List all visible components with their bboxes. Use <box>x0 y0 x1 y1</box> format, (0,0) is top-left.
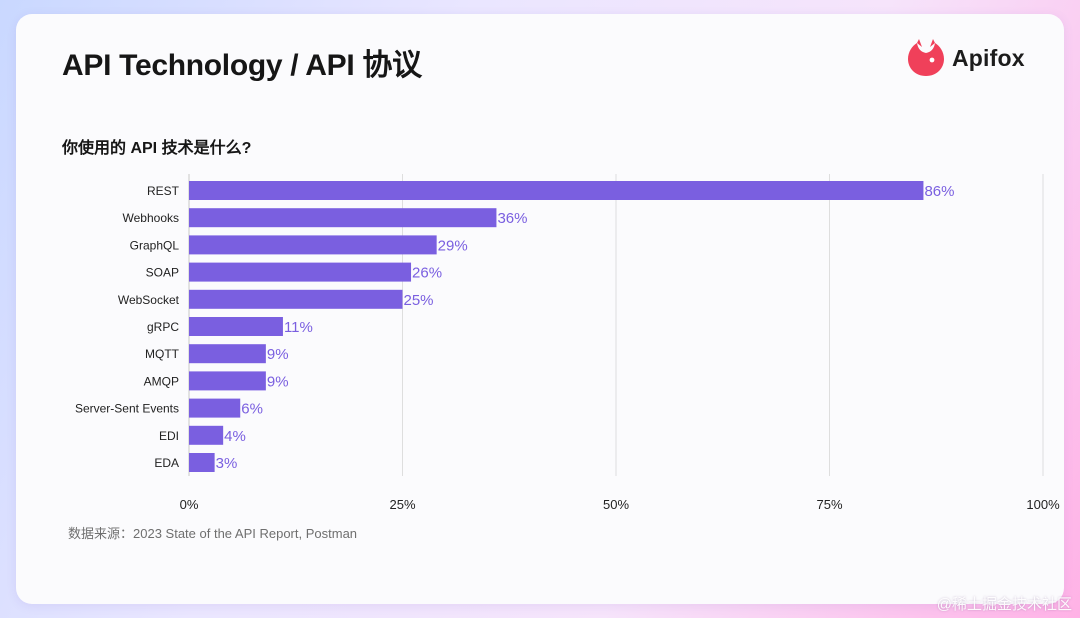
x-tick-label: 100% <box>1026 497 1060 512</box>
data-label: 3% <box>216 455 238 472</box>
x-tick-label: 75% <box>816 497 842 512</box>
category-label: Server-Sent Events <box>75 402 179 416</box>
logo-ear-left <box>917 39 922 47</box>
logo-eye <box>929 57 935 63</box>
bar <box>189 371 266 391</box>
slide-card: API Technology / API 协议 Apifox 你使用的 API … <box>16 14 1064 604</box>
category-label: gRPC <box>147 320 179 334</box>
page-title: API Technology / API 协议 <box>62 49 422 82</box>
data-label: 9% <box>267 373 289 390</box>
data-label: 25% <box>404 292 434 309</box>
data-source-note: 数据来源：2023 State of the API Report, Postm… <box>68 526 358 541</box>
bar <box>189 235 437 255</box>
logo-text: Apifox <box>952 44 1025 71</box>
chart-title: 你使用的 API 技术是什么? <box>62 140 252 157</box>
apifox-logo-icon <box>908 39 944 76</box>
category-label: WebSocket <box>118 293 180 307</box>
brand-logo: Apifox <box>906 38 1025 78</box>
category-label: EDI <box>159 429 179 443</box>
label-layer: 0% 25% 50% 75% 100% REST 86% Webhooks 36% GraphQL… <box>75 183 1060 512</box>
x-tick-label: 0% <box>180 497 199 512</box>
bar-layer <box>189 181 924 472</box>
data-label: 36% <box>497 210 527 227</box>
category-label: EDA <box>154 456 179 470</box>
data-label: 86% <box>924 183 954 200</box>
bar <box>189 317 283 336</box>
data-label: 29% <box>438 237 468 254</box>
bar <box>189 398 241 418</box>
watermark: @稀土掘金技术社区 <box>936 596 1072 613</box>
data-label: 9% <box>267 346 289 363</box>
category-label: AMQP <box>144 374 179 388</box>
logo-shape <box>908 43 944 76</box>
bar <box>189 262 412 282</box>
data-label: 11% <box>284 319 313 336</box>
x-tick-label: 25% <box>389 497 415 512</box>
category-label: REST <box>147 184 180 198</box>
logo-ear-right <box>930 39 935 47</box>
category-label: SOAP <box>146 266 179 280</box>
bar <box>189 453 215 472</box>
bar <box>189 181 924 200</box>
data-label: 6% <box>241 401 263 418</box>
bar <box>189 344 266 364</box>
bar-chart: 0% 25% 50% 75% 100% REST 86% Webhooks 36% GraphQL… <box>75 174 1060 512</box>
bar <box>189 425 224 445</box>
x-tick-label: 50% <box>603 497 629 512</box>
data-label: 4% <box>224 428 246 445</box>
category-label: MQTT <box>145 347 180 361</box>
category-label: GraphQL <box>130 238 180 252</box>
category-label: Webhooks <box>123 211 179 225</box>
data-label: 26% <box>412 265 442 282</box>
bar <box>189 208 497 228</box>
bar <box>189 289 403 309</box>
